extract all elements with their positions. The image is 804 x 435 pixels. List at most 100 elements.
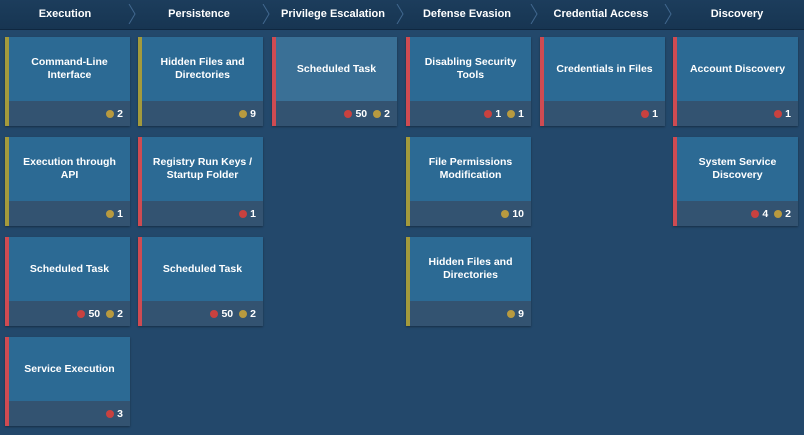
red-dot-icon — [774, 109, 783, 118]
card-header: File Permissions Modification — [410, 137, 531, 201]
card-header: System Service Discovery — [677, 137, 798, 201]
yellow-dot-icon — [106, 309, 115, 318]
red-count: 1 — [484, 108, 501, 120]
card-header: Registry Run Keys / Startup Folder — [142, 137, 263, 201]
count-value: 1 — [785, 107, 791, 120]
tab-defense-evasion[interactable]: Defense Evasion — [422, 8, 512, 20]
count-value: 1 — [652, 107, 658, 120]
red-count: 4 — [751, 208, 768, 220]
yellow-count: 10 — [501, 208, 524, 220]
count-value: 1 — [495, 107, 502, 120]
technique-card[interactable]: Account Discovery 1 — [673, 37, 798, 126]
card-header: Hidden Files and Directories — [410, 237, 531, 301]
count-value: 50 — [88, 307, 101, 320]
red-count: 3 — [106, 408, 123, 420]
technique-card[interactable]: Credentials in Files 1 — [540, 37, 665, 126]
technique-card[interactable]: Scheduled Task 50 2 — [138, 237, 263, 326]
technique-card[interactable]: Scheduled Task 50 2 — [5, 237, 130, 326]
technique-title: File Permissions Modification — [428, 156, 513, 181]
red-count: 1 — [239, 208, 256, 220]
yellow-count: 9 — [239, 108, 256, 120]
tab-privilege-escalation[interactable]: Privilege Escalation — [281, 8, 385, 20]
technique-card[interactable]: Scheduled Task 50 2 — [272, 37, 397, 126]
card-header: Scheduled Task — [9, 237, 130, 301]
card-header: Hidden Files and Directories — [142, 37, 263, 101]
technique-title: System Service Discovery — [698, 156, 777, 181]
technique-card[interactable]: Hidden Files and Directories 9 — [138, 37, 263, 126]
technique-title: Account Discovery — [689, 62, 786, 75]
technique-card[interactable]: Execution through API 1 — [5, 137, 130, 226]
yellow-count: 1 — [106, 208, 123, 220]
card-header: Scheduled Task — [142, 237, 263, 301]
technique-card[interactable]: Registry Run Keys / Startup Folder 1 — [138, 137, 263, 226]
tab-credential-access[interactable]: Credential Access — [553, 8, 649, 20]
technique-title: Service Execution — [24, 362, 115, 375]
red-dot-icon — [210, 309, 219, 318]
technique-card[interactable]: Hidden Files and Directories 9 — [406, 237, 531, 326]
technique-title: Execution through API — [23, 156, 116, 181]
technique-title: Scheduled Task — [296, 62, 377, 75]
yellow-count: 2 — [774, 208, 791, 220]
yellow-dot-icon — [106, 209, 115, 218]
technique-columns: Command-Line Interface 2 Execution through… — [0, 29, 804, 435]
technique-title: Hidden Files and Directories — [160, 56, 245, 81]
card-footer: 2 — [9, 101, 130, 126]
yellow-dot-icon — [239, 309, 248, 318]
card-footer: 10 — [410, 201, 531, 226]
red-dot-icon — [106, 409, 115, 418]
red-count: 50 — [210, 308, 233, 320]
card-footer: 3 — [9, 401, 130, 426]
technique-title: Credentials in Files — [556, 62, 653, 75]
card-footer: 9 — [410, 301, 531, 326]
yellow-count: 2 — [106, 108, 123, 120]
count-value: 10 — [512, 207, 524, 220]
count-value: 1 — [518, 107, 524, 120]
card-footer: 1 — [9, 201, 130, 226]
card-footer: 50 2 — [9, 301, 130, 326]
red-dot-icon — [344, 109, 353, 118]
technique-title: Registry Run Keys / Startup Folder — [152, 156, 253, 181]
card-footer: 9 — [142, 101, 263, 126]
tab-persistence[interactable]: Persistence — [168, 8, 230, 20]
count-value: 2 — [117, 307, 123, 320]
yellow-dot-icon — [106, 109, 115, 118]
count-value: 9 — [250, 107, 256, 120]
red-dot-icon — [641, 109, 650, 118]
red-dot-icon — [77, 309, 86, 318]
card-footer: 1 — [544, 101, 665, 126]
yellow-dot-icon — [239, 109, 248, 118]
count-value: 1 — [250, 207, 256, 220]
tab-discovery[interactable]: Discovery — [710, 8, 764, 20]
card-footer: 50 2 — [276, 101, 397, 126]
chevron-right-icon — [128, 4, 136, 24]
card-header: Credentials in Files — [544, 37, 665, 101]
red-count: 1 — [774, 108, 791, 120]
count-value: 2 — [384, 107, 390, 120]
technique-card[interactable]: Command-Line Interface 2 — [5, 37, 130, 126]
yellow-count: 1 — [507, 108, 524, 120]
count-value: 50 — [355, 107, 368, 120]
technique-card[interactable]: File Permissions Modification 10 — [406, 137, 531, 226]
count-value: 50 — [221, 307, 234, 320]
red-dot-icon — [751, 209, 760, 218]
technique-card[interactable]: Disabling Security Tools 1 1 — [406, 37, 531, 126]
yellow-count: 9 — [507, 308, 524, 320]
chevron-right-icon — [664, 4, 672, 24]
yellow-dot-icon — [507, 309, 516, 318]
red-count: 50 — [77, 308, 100, 320]
yellow-dot-icon — [507, 109, 516, 118]
technique-card[interactable]: System Service Discovery 4 2 — [673, 137, 798, 226]
count-value: 2 — [250, 307, 256, 320]
chevron-right-icon — [530, 4, 538, 24]
count-value: 9 — [518, 307, 524, 320]
tab-execution[interactable]: Execution — [38, 8, 92, 20]
yellow-dot-icon — [373, 109, 382, 118]
red-count: 50 — [344, 108, 367, 120]
card-header: Service Execution — [9, 337, 130, 401]
card-footer: 50 2 — [142, 301, 263, 326]
technique-card[interactable]: Service Execution 3 — [5, 337, 130, 426]
count-value: 1 — [117, 207, 123, 220]
yellow-dot-icon — [501, 209, 510, 218]
card-header: Scheduled Task — [276, 37, 397, 101]
